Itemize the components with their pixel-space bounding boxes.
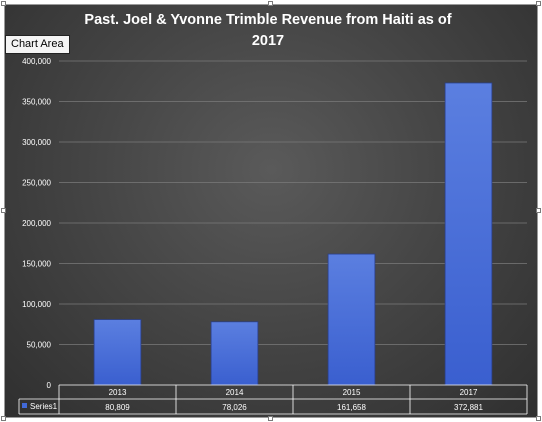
x-category-label: 2014	[226, 388, 244, 397]
y-tick-label: 400,000	[22, 57, 51, 66]
resize-handle-left[interactable]	[1, 208, 6, 213]
y-tick-label: 100,000	[22, 300, 51, 309]
y-tick-label: 150,000	[22, 260, 51, 269]
data-table-value: 80,809	[105, 403, 130, 412]
resize-handle-top-left[interactable]	[1, 1, 6, 6]
y-tick-label: 350,000	[22, 98, 51, 107]
data-table-value: 161,658	[337, 403, 366, 412]
resize-handle-bottom[interactable]	[268, 416, 273, 421]
resize-handle-top[interactable]	[268, 1, 273, 6]
legend-series-name: Series1	[30, 402, 58, 411]
data-table-value: 78,026	[222, 403, 247, 412]
bar-2015	[327, 253, 376, 386]
legend-key-icon	[22, 403, 27, 408]
resize-handle-bottom-left[interactable]	[1, 416, 6, 421]
chart-title-line-2: 2017	[252, 33, 284, 49]
y-tick-label: 200,000	[22, 219, 51, 228]
bar-2013	[93, 319, 142, 386]
x-category-label: 2015	[343, 388, 361, 397]
bars	[93, 82, 493, 386]
y-tick-label: 50,000	[27, 341, 52, 350]
bar-2014	[210, 321, 259, 386]
x-category-label: 2013	[109, 388, 127, 397]
resize-handle-top-right[interactable]	[536, 1, 541, 6]
x-category-label: 2017	[460, 388, 478, 397]
y-axis-tick-labels: 0 50,000 100,000 150,000 200,000 250,000 300,0…	[22, 57, 51, 390]
chart-area-tooltip: Chart Area	[5, 35, 70, 54]
chart-title-line-1: Past. Joel & Yvonne Trimble Revenue from…	[84, 12, 451, 28]
resize-handle-right[interactable]	[536, 208, 541, 213]
resize-handle-bottom-right[interactable]	[536, 416, 541, 421]
y-tick-label: 250,000	[22, 179, 51, 188]
y-tick-label: 0	[47, 381, 52, 390]
y-tick-label: 300,000	[22, 138, 51, 147]
bar-2017	[444, 82, 493, 386]
data-table: 2013 80,809 2014 78,026 2015 161,658 2017 372,8…	[18, 384, 528, 415]
data-table-value: 372,881	[454, 403, 483, 412]
